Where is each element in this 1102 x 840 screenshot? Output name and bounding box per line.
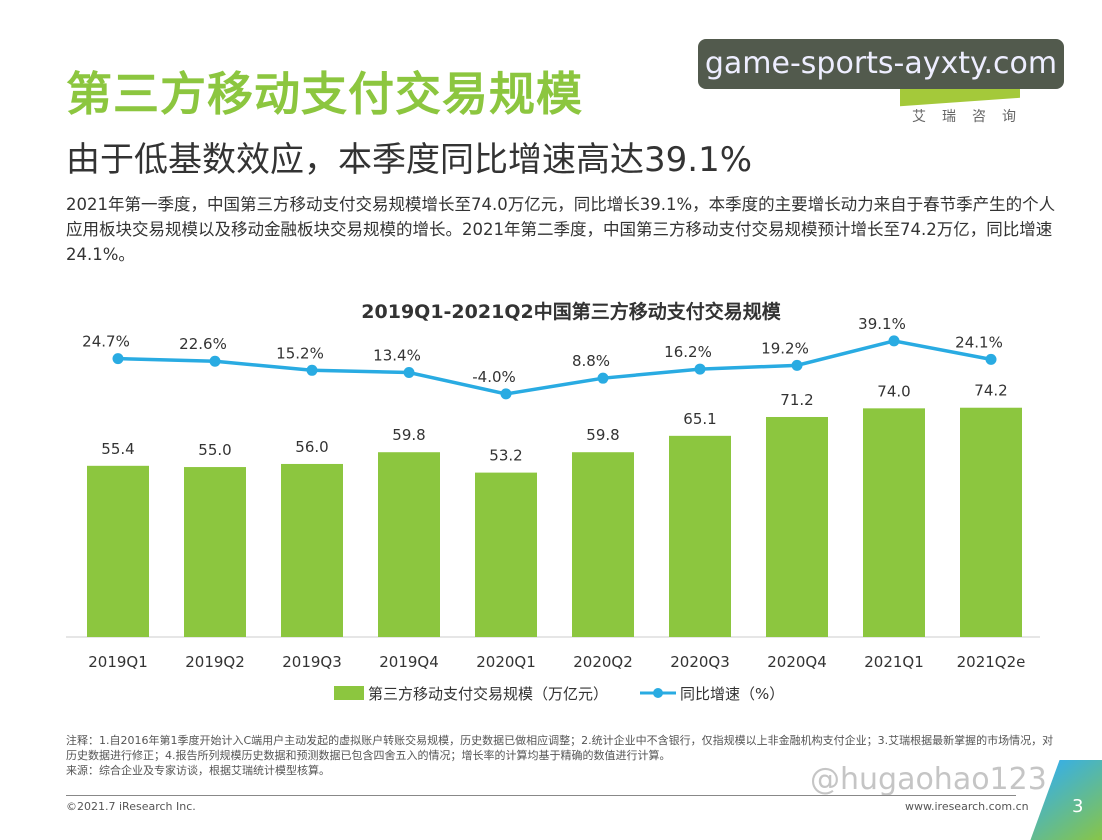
bar-value-label: 65.1 — [683, 410, 716, 428]
bar-value-label: 56.0 — [295, 438, 328, 456]
bar-value-label: 53.2 — [489, 447, 522, 465]
footer-divider — [66, 795, 1016, 796]
x-tick-label: 2021Q2e — [957, 653, 1026, 671]
growth-point-2019Q1 — [112, 353, 124, 365]
page-subtitle: 由于低基数效应，本季度同比增速高达39.1% — [66, 140, 753, 180]
description: 2021年第一季度，中国第三方移动支付交易规模增长至74.0万亿元，同比增长39… — [66, 195, 1056, 264]
growth-point-2021Q2e — [985, 353, 997, 365]
line-value-label: 19.2% — [761, 339, 809, 357]
site-watermark: game-sports-ayxty.com — [698, 39, 1064, 89]
bar-value-label: 71.2 — [780, 391, 813, 409]
copyright: ©2021.7 iResearch Inc. — [66, 800, 196, 813]
bar-2020Q3 — [669, 435, 731, 637]
bar-value-label: 74.0 — [877, 382, 910, 400]
line-value-label: 13.4% — [373, 347, 421, 365]
growth-point-2019Q2 — [209, 355, 221, 367]
page-title: 第三方移动支付交易规模 — [66, 67, 583, 121]
line-value-label: 16.2% — [664, 343, 712, 361]
bar-value-label: 74.2 — [974, 382, 1007, 400]
bar-2020Q2 — [572, 452, 634, 637]
growth-point-2020Q4 — [791, 359, 803, 371]
growth-point-2020Q3 — [694, 363, 706, 375]
social-watermark: @hugaohao123 — [810, 762, 1047, 797]
page-number: 3 — [1072, 796, 1084, 817]
growth-point-2020Q1 — [500, 388, 512, 400]
bar-2019Q4 — [378, 452, 440, 637]
bar-value-label: 59.8 — [586, 426, 619, 444]
line-value-label: 24.7% — [82, 333, 130, 351]
growth-point-2021Q1 — [888, 335, 900, 347]
bar-2021Q1 — [863, 408, 925, 637]
legend-bar-swatch — [334, 686, 364, 700]
notes-text: 注释：1.自2016年第1季度开始计入C端用户主动发起的虚拟账户转账交易规模，历… — [66, 734, 1054, 762]
legend-line-marker — [653, 688, 663, 698]
x-tick-label: 2019Q1 — [88, 653, 148, 671]
bar-2021Q2e — [960, 407, 1022, 637]
bar-2020Q1 — [475, 472, 537, 637]
bar-2020Q4 — [766, 416, 828, 637]
line-value-label: -4.0% — [472, 368, 516, 386]
line-value-label: 39.1% — [858, 315, 906, 333]
x-tick-label: 2019Q2 — [185, 653, 245, 671]
footnotes: 注释：1.自2016年第1季度开始计入C端用户主动发起的虚拟账户转账交易规模，历… — [66, 733, 1056, 778]
logo-cn-text: 艾瑞咨询 — [912, 109, 1032, 125]
growth-point-2019Q3 — [306, 364, 318, 376]
growth-point-2020Q2 — [597, 372, 609, 384]
legend: 第三方移动支付交易规模（万亿元） 同比增速（%） — [334, 685, 784, 703]
bar-2019Q2 — [184, 467, 246, 637]
x-tick-label: 2020Q2 — [573, 653, 633, 671]
legend-bar-label: 第三方移动支付交易规模（万亿元） — [368, 685, 608, 703]
bar-value-label: 55.0 — [198, 441, 231, 459]
growth-line — [117, 339, 992, 396]
line-value-label: 8.8% — [572, 352, 610, 370]
bar-2019Q1 — [87, 465, 149, 637]
growth-point-2019Q4 — [403, 367, 415, 379]
line-value-label: 15.2% — [276, 344, 324, 362]
x-tick-label: 2020Q3 — [670, 653, 730, 671]
x-tick-label: 2019Q4 — [379, 653, 439, 671]
chart-title: 2019Q1-2021Q2中国第三方移动支付交易规模 — [361, 300, 781, 323]
source-text: 来源：综合企业及专家访谈，根据艾瑞统计模型核算。 — [66, 764, 330, 777]
legend-line-label: 同比增速（%） — [680, 685, 784, 703]
bar-value-label: 55.4 — [101, 440, 134, 458]
x-tick-label: 2020Q1 — [476, 653, 536, 671]
bar-value-label: 59.8 — [392, 426, 425, 444]
line-value-label: 24.1% — [955, 333, 1003, 351]
x-tick-label: 2021Q1 — [864, 653, 924, 671]
x-tick-label: 2019Q3 — [282, 653, 342, 671]
site-link[interactable]: www.iresearch.com.cn — [905, 800, 1029, 813]
line-value-label: 22.6% — [179, 335, 227, 353]
x-tick-label: 2020Q4 — [767, 653, 827, 671]
bar-2019Q3 — [281, 463, 343, 637]
